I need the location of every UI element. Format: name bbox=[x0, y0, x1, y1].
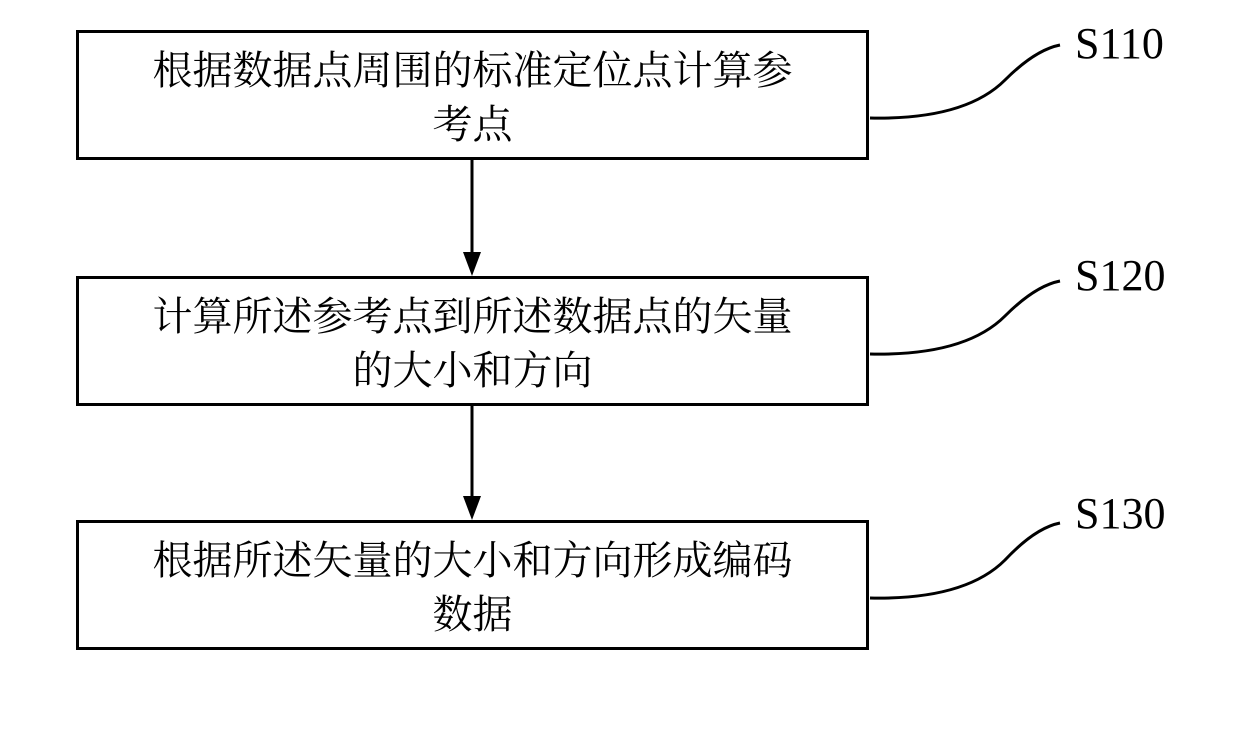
arrow-s110-to-s120 bbox=[463, 160, 481, 276]
step-box-s110: 根据数据点周围的标准定位点计算参 考点 bbox=[76, 30, 869, 160]
step-label-s130: S130 bbox=[1075, 488, 1165, 539]
flowchart-stage: 根据数据点周围的标准定位点计算参 考点 计算所述参考点到所述数据点的矢量 的大小… bbox=[0, 0, 1240, 733]
callout-s110 bbox=[870, 45, 1060, 118]
step-box-s120-text: 计算所述参考点到所述数据点的矢量 的大小和方向 bbox=[129, 279, 817, 403]
callout-s120 bbox=[870, 281, 1060, 354]
step-box-s130: 根据所述矢量的大小和方向形成编码 数据 bbox=[76, 520, 869, 650]
callout-s130 bbox=[870, 523, 1060, 598]
step-box-s130-text: 根据所述矢量的大小和方向形成编码 数据 bbox=[129, 523, 817, 647]
step-label-s120: S120 bbox=[1075, 250, 1165, 301]
step-box-s120: 计算所述参考点到所述数据点的矢量 的大小和方向 bbox=[76, 276, 869, 406]
step-box-s110-text: 根据数据点周围的标准定位点计算参 考点 bbox=[129, 33, 817, 157]
step-label-s110: S110 bbox=[1075, 18, 1164, 69]
arrow-s120-to-s130 bbox=[463, 406, 481, 520]
